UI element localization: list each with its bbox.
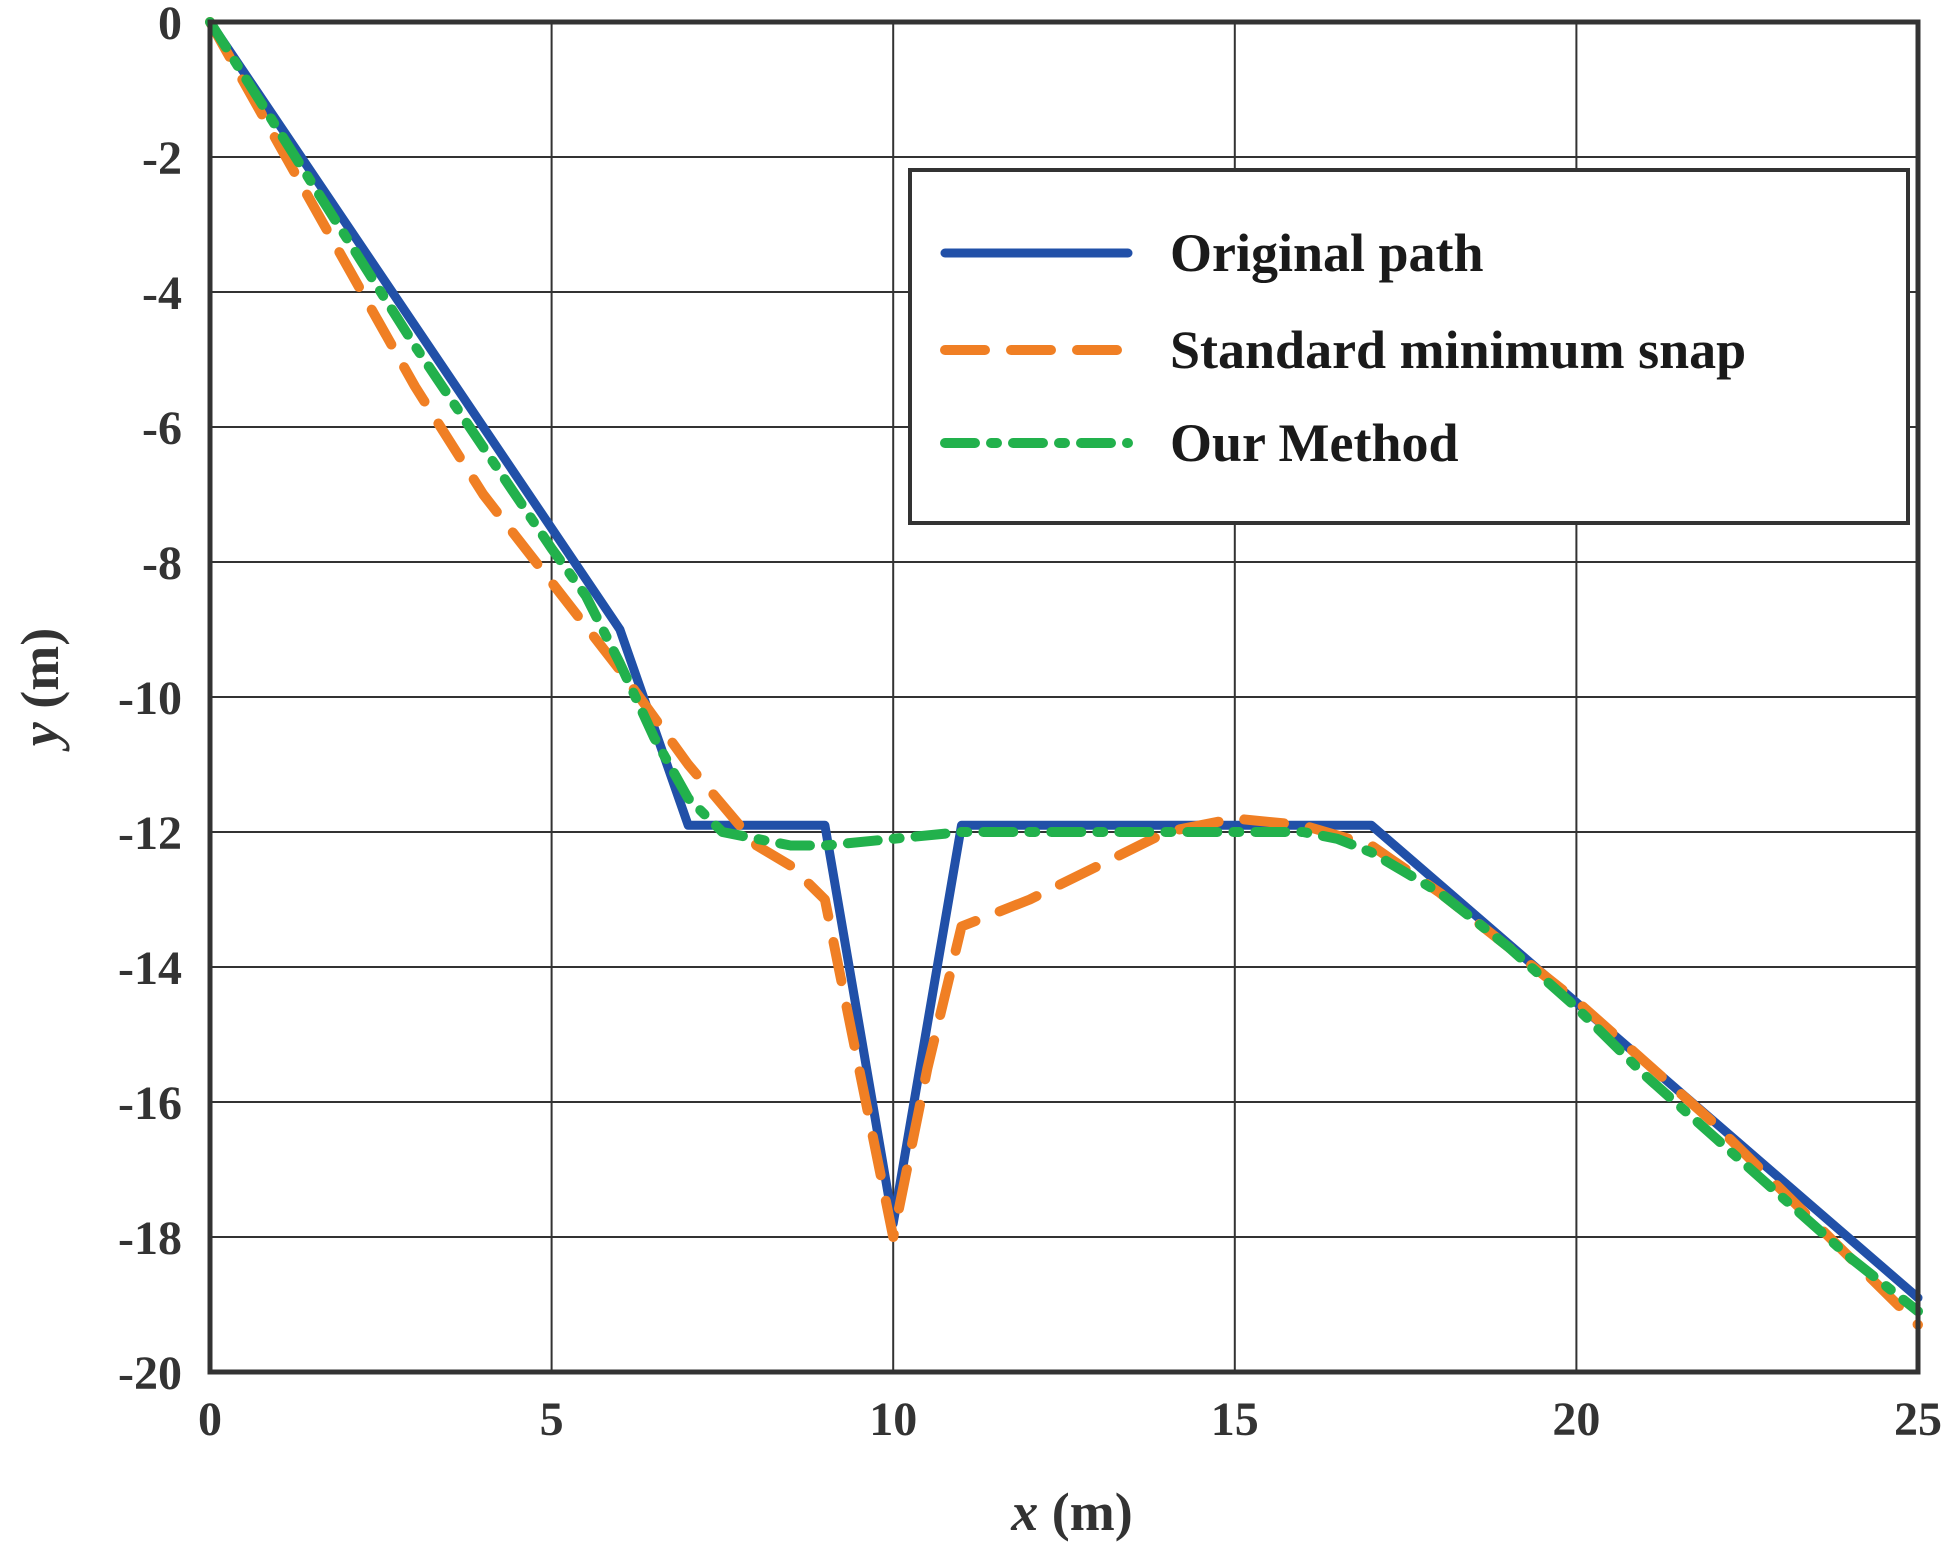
y-tick-label: -14	[118, 942, 182, 995]
x-axis-unit: (m)	[1052, 1482, 1133, 1542]
plot-frame	[207, 19, 1921, 1375]
legend-label: Standard minimum snap	[1170, 320, 1746, 380]
x-tick-label: 25	[1894, 1393, 1942, 1446]
series-line-2	[205, 17, 1923, 1317]
x-tick-label: 10	[869, 1393, 917, 1446]
tick-labels: 0 5 10 15 20 25 0 -2 -4 -6 -8 -10 -12 -14 -16 -18 -20	[118, 0, 1942, 1446]
x-tick-label: 0	[198, 1393, 222, 1446]
y-tick-label: -4	[142, 267, 182, 320]
y-axis-label: y (m)	[10, 628, 70, 752]
series-lines	[205, 17, 1923, 1330]
legend-label: Original path	[1170, 223, 1484, 283]
x-tick-label: 15	[1211, 1393, 1259, 1446]
series-line-0	[205, 17, 1923, 1303]
y-tick-label: -12	[118, 807, 182, 860]
y-tick-label: -18	[118, 1212, 182, 1265]
y-tick-label: -20	[118, 1347, 182, 1400]
x-tick-label: 20	[1552, 1393, 1600, 1446]
y-tick-label: 0	[158, 0, 182, 50]
y-axis-variable: y	[10, 721, 70, 752]
y-tick-label: -8	[142, 537, 182, 590]
x-tick-label: 5	[540, 1393, 564, 1446]
x-axis-label: x (m)	[1010, 1482, 1132, 1542]
y-tick-label: -16	[118, 1077, 182, 1130]
y-axis-unit: (m)	[10, 628, 70, 709]
y-tick-label: -6	[142, 402, 182, 455]
legend: Original path Standard minimum snap Our Me…	[908, 168, 1910, 525]
y-tick-label: -10	[118, 672, 182, 725]
x-axis-variable: x	[1010, 1482, 1038, 1542]
y-tick-label: -2	[142, 132, 182, 185]
series-line-1	[205, 17, 1923, 1330]
legend-label: Our Method	[1170, 413, 1459, 473]
